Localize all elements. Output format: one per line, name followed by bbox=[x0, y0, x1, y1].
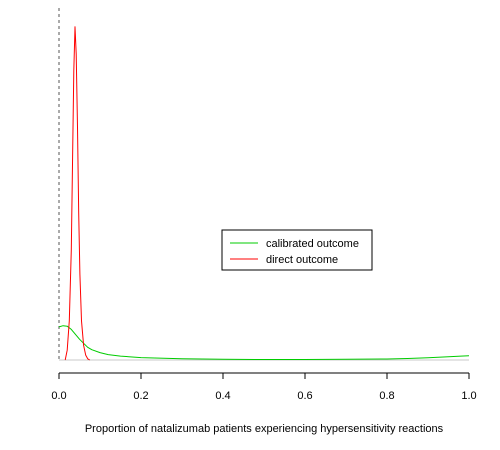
x-tick-label: 0.0 bbox=[51, 390, 66, 402]
x-tick-label: 0.4 bbox=[215, 390, 230, 402]
legend: calibrated outcome direct outcome bbox=[221, 229, 373, 271]
x-axis-title: Proportion of natalizumab patients exper… bbox=[85, 423, 444, 435]
series-line-direct bbox=[64, 26, 91, 361]
legend-label-calibrated: calibrated outcome bbox=[266, 238, 359, 250]
x-ticks: 0.0 0.2 0.4 0.6 0.8 1.0 bbox=[51, 373, 477, 402]
legend-box bbox=[221, 229, 373, 271]
x-tick-label: 0.8 bbox=[379, 390, 394, 402]
legend-label-direct: direct outcome bbox=[266, 254, 338, 266]
plot-lines bbox=[58, 26, 470, 361]
x-tick-label: 1.0 bbox=[461, 390, 476, 402]
x-tick-label: 0.6 bbox=[297, 390, 312, 402]
x-tick-label: 0.2 bbox=[133, 390, 148, 402]
series-line-calibrated bbox=[58, 325, 470, 360]
